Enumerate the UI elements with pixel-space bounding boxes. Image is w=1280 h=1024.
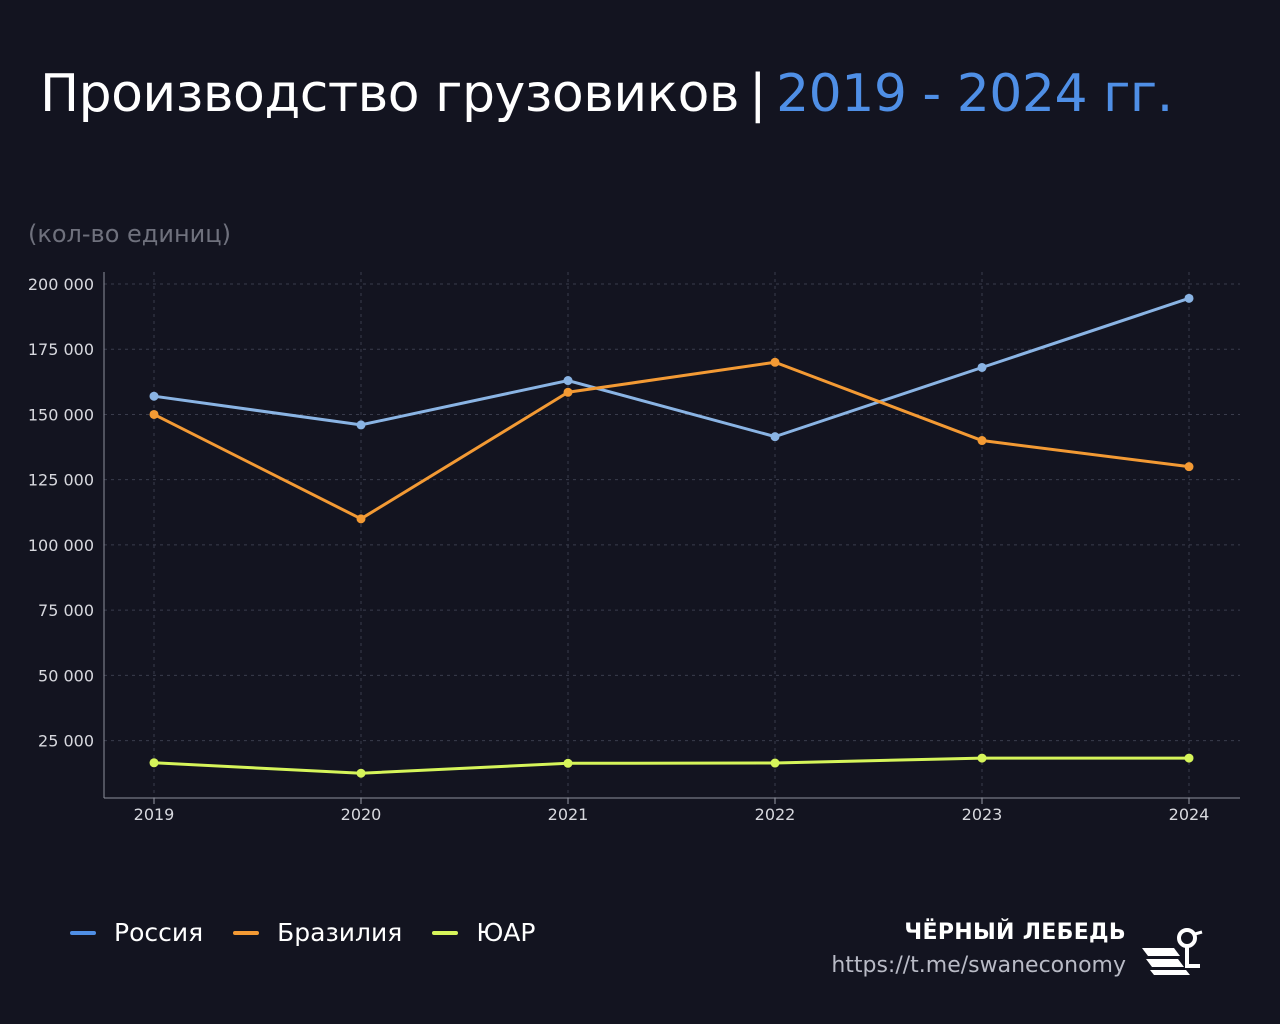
- x-tick-label: 2024: [1169, 805, 1210, 824]
- series-3: [149, 753, 1194, 778]
- legend-item: Бразилия: [233, 918, 402, 947]
- title-main: Производство грузовиков: [40, 64, 740, 124]
- y-tick-label: 50 000: [38, 666, 94, 685]
- data-point: [149, 409, 159, 419]
- legend-swatch: [233, 930, 260, 935]
- legend-item: ЮАР: [432, 918, 535, 947]
- data-point: [977, 753, 987, 763]
- brand-name: ЧЁРНЫЙ ЛЕБЕДЬ: [904, 920, 1126, 945]
- data-point: [356, 514, 366, 524]
- y-tick-label: 175 000: [28, 340, 94, 359]
- data-point: [770, 432, 780, 442]
- data-point: [1184, 753, 1194, 763]
- series-2: [149, 357, 1194, 524]
- chart-title: Производство грузовиков | 2019 - 2024 гг.: [40, 62, 1173, 126]
- series-line: [152, 756, 1191, 775]
- brand-block: ЧЁРНЫЙ ЛЕБЕДЬ https://t.me/swaneconomy: [831, 920, 1126, 978]
- data-point: [356, 420, 366, 430]
- data-point: [1184, 293, 1194, 303]
- legend-swatch: [70, 930, 96, 935]
- legend-swatch: [432, 930, 459, 935]
- swan-logo-icon: [1142, 928, 1203, 975]
- legend-label: Бразилия: [277, 918, 403, 947]
- data-point: [356, 768, 366, 778]
- x-tick-label: 2022: [755, 805, 796, 824]
- brand-url-link[interactable]: https://t.me/swaneconomy: [831, 953, 1126, 978]
- x-tick-label: 2019: [134, 805, 175, 824]
- data-point: [1184, 462, 1194, 472]
- series-1: [149, 293, 1194, 442]
- x-tick-label: 2023: [962, 805, 1003, 824]
- title-years: 2019 - 2024 гг.: [776, 64, 1173, 124]
- data-point: [563, 376, 573, 386]
- series-line: [152, 360, 1191, 521]
- title-separator: |: [749, 64, 767, 124]
- y-tick-label: 200 000: [28, 275, 94, 294]
- x-tick-label: 2021: [548, 805, 589, 824]
- data-point: [977, 362, 987, 372]
- y-tick-label: 25 000: [38, 732, 94, 751]
- series-line: [152, 296, 1191, 439]
- y-tick-label: 75 000: [38, 601, 94, 620]
- y-tick-label: 125 000: [28, 471, 94, 490]
- legend-item: Россия: [70, 918, 203, 947]
- legend-label: ЮАР: [476, 918, 536, 947]
- data-point: [563, 758, 573, 768]
- data-point: [977, 436, 987, 446]
- legend-label: Россия: [114, 918, 204, 947]
- y-tick-label: 100 000: [28, 536, 94, 555]
- data-point: [149, 758, 159, 768]
- y-tick-label: 150 000: [28, 405, 94, 424]
- data-point: [149, 391, 159, 401]
- chart-legend: Россия Бразилия ЮАР: [70, 918, 565, 947]
- data-point: [563, 387, 573, 397]
- data-point: [770, 357, 780, 367]
- data-point: [770, 758, 780, 768]
- y-axis-unit-label: (кол-во единиц): [28, 220, 231, 248]
- x-tick-label: 2020: [341, 805, 382, 824]
